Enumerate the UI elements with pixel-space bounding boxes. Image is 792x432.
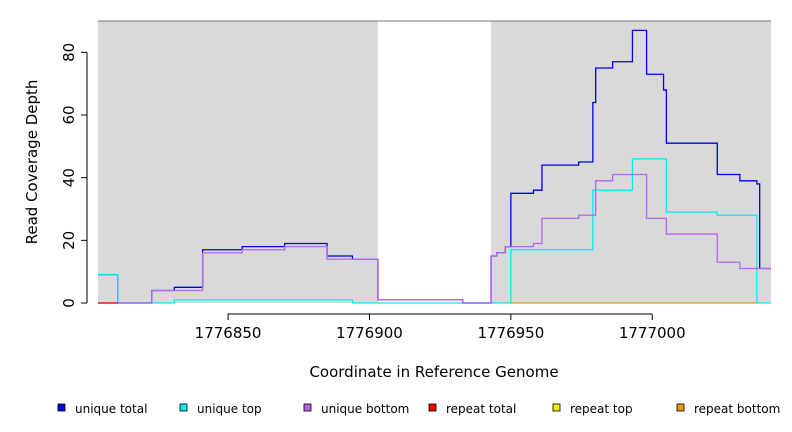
y-tick-label: 20 [60,231,78,250]
legend-label: unique top [197,402,262,416]
y-tick-label: 60 [60,105,78,124]
gap-region [377,21,492,303]
x-tick-label: 1777000 [619,324,686,342]
legend-swatch [57,403,66,412]
x-axis-label: Coordinate in Reference Genome [309,363,558,381]
legend-label: repeat top [570,402,633,416]
series-line-unique-bottom [98,173,771,304]
series-line-unique-top [98,158,771,304]
y-tick-label: 40 [60,168,78,187]
x-tick-label: 1776900 [336,324,403,342]
legend: unique total unique top unique bottom repea… [57,402,780,416]
legend-swatch [552,403,561,412]
x-tick-label: 1776850 [195,324,262,342]
legend-label: unique total [75,402,147,416]
legend-swatch [676,403,685,412]
legend-label: unique bottom [321,402,409,416]
axes-layer: 1776850 1776900 1776950 1777000 0 20 40 60 80 [60,43,686,342]
y-axis-label: Read Coverage Depth [23,80,41,245]
x-tick-label: 1776950 [477,324,544,342]
legend-swatch [179,403,188,412]
plot-background [98,20,771,303]
series-line-unique-total [98,29,771,304]
legend-label: repeat total [446,402,516,416]
y-tick-label: 80 [60,43,78,62]
series-layer [98,29,771,304]
legend-swatch [428,403,437,412]
legend-label: repeat bottom [694,402,780,416]
y-tick-label: 0 [60,298,78,308]
legend-swatch [303,403,312,412]
